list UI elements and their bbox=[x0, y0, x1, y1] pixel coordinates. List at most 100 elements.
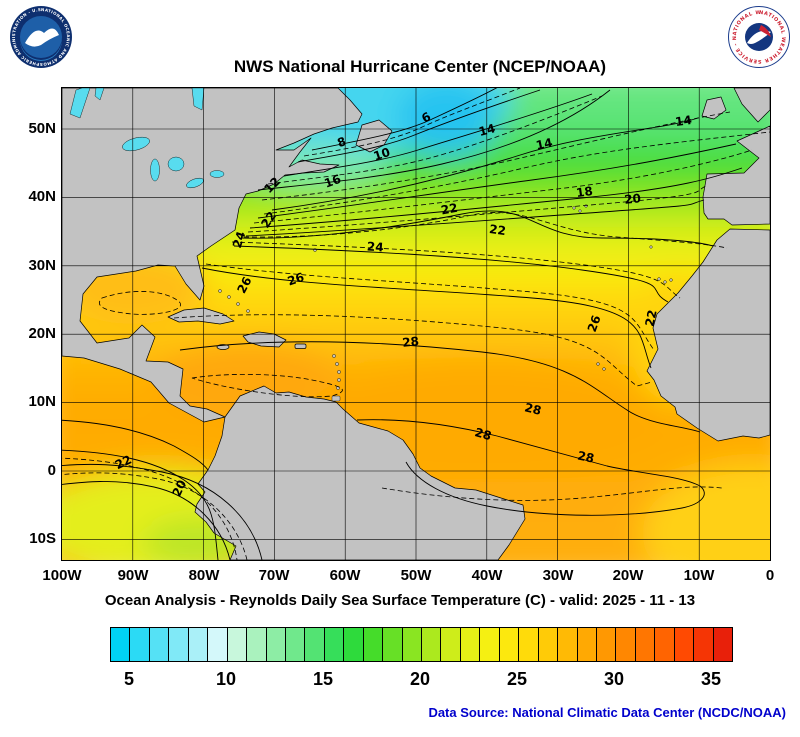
lat-axis-label: 10S bbox=[29, 530, 56, 547]
colorbar bbox=[110, 627, 733, 662]
newfoundland bbox=[355, 119, 393, 153]
colorbar-tick-label: 10 bbox=[215, 669, 237, 689]
contour-label: 20 bbox=[170, 478, 190, 499]
bahamas bbox=[218, 289, 250, 313]
colorbar-cell bbox=[363, 628, 384, 661]
sst-map-canvas: 6 8 10 12 14 14 14 16 18 20 22 22 22 24 … bbox=[62, 88, 770, 560]
lake-huron bbox=[167, 156, 185, 172]
lon-axis-label: 10W bbox=[683, 567, 715, 584]
contour-label: 22 bbox=[643, 309, 660, 328]
colorbar-cell bbox=[674, 628, 695, 661]
contour-label: 20 bbox=[624, 191, 642, 207]
lon-axis-label: 20W bbox=[612, 567, 644, 584]
colorbar-cell bbox=[305, 628, 325, 661]
lon-axis-label: 90W bbox=[117, 567, 149, 584]
britain bbox=[733, 88, 770, 123]
lat-axis-label: 10N bbox=[28, 393, 56, 410]
james-bay bbox=[191, 88, 205, 111]
contour-label: 24 bbox=[366, 239, 384, 254]
page-title: NWS National Hurricane Center (NCEP/NOAA… bbox=[233, 57, 607, 76]
lon-axis-label: 40W bbox=[471, 567, 503, 584]
contour-labels: 6 8 10 12 14 14 14 16 18 20 22 22 22 24 … bbox=[113, 109, 693, 499]
colorbar-tick-label: 25 bbox=[506, 669, 528, 689]
colorbar-cell bbox=[577, 628, 597, 661]
colorbar-tick-label: 20 bbox=[409, 669, 431, 689]
contour-label: 28 bbox=[402, 334, 420, 350]
puerto-rico bbox=[294, 343, 307, 349]
colorbar-cell bbox=[480, 628, 500, 661]
lake-winnipeg bbox=[69, 88, 91, 119]
colorbar-cell bbox=[558, 628, 578, 661]
colorbar-cell bbox=[324, 628, 345, 661]
lat-axis-label: 50N bbox=[28, 120, 56, 137]
colorbar-cell bbox=[460, 628, 481, 661]
lesser-antilles bbox=[331, 354, 341, 402]
lon-axis-label: 70W bbox=[258, 567, 290, 584]
lon-axis-label: 0 bbox=[765, 567, 775, 584]
colorbar-cell bbox=[227, 628, 248, 661]
colorbar-tick-label: 5 bbox=[123, 669, 134, 689]
contours-solid bbox=[62, 88, 743, 560]
contour-label: 26 bbox=[234, 274, 254, 295]
lon-axis-label: 50W bbox=[400, 567, 432, 584]
contour-label: 22 bbox=[488, 222, 506, 238]
lat-axis-label: 0 bbox=[47, 462, 56, 479]
map-caption: Ocean Analysis - Reynolds Daily Sea Surf… bbox=[104, 592, 696, 609]
contour-label: 10 bbox=[372, 145, 392, 163]
cape-verde bbox=[596, 362, 606, 371]
contour-label: 16 bbox=[322, 172, 342, 191]
madeira bbox=[649, 245, 653, 249]
colorbar-cell bbox=[383, 628, 403, 661]
lakes bbox=[69, 88, 225, 189]
colorbar-cell bbox=[208, 628, 228, 661]
canary-islands bbox=[657, 277, 673, 284]
colorbar-cell bbox=[713, 628, 732, 661]
contour-label: 26 bbox=[585, 313, 604, 333]
colorbar-cell bbox=[266, 628, 286, 661]
contour-label: 28 bbox=[473, 425, 493, 443]
colorbar-cell bbox=[149, 628, 170, 661]
land bbox=[62, 88, 770, 560]
contour-label: 18 bbox=[575, 184, 593, 200]
hudson-bay bbox=[94, 88, 105, 101]
nws-red-wedge-icon bbox=[759, 25, 771, 37]
gridlines bbox=[62, 88, 770, 560]
colorbar-cell bbox=[499, 628, 520, 661]
contour-label: 28 bbox=[576, 449, 595, 466]
lon-axis-label: 60W bbox=[329, 567, 361, 584]
colorbar-cell bbox=[247, 628, 267, 661]
south-america bbox=[194, 385, 526, 560]
colorbar-cell bbox=[111, 628, 131, 661]
contour-label: 22 bbox=[113, 453, 134, 473]
contour-label: 24 bbox=[230, 230, 248, 250]
lake-michigan bbox=[150, 158, 160, 182]
lat-axis-label: 30N bbox=[28, 257, 56, 274]
colorbar-tick-label: 35 bbox=[700, 669, 722, 689]
colorbar-tick-label: 30 bbox=[603, 669, 625, 689]
lat-axis-label: 20N bbox=[28, 325, 56, 342]
sst-map: 6 8 10 12 14 14 14 16 18 20 22 22 22 24 … bbox=[61, 87, 771, 561]
north-america bbox=[62, 88, 363, 423]
data-source-text: Data Source: National Climatic Data Cent… bbox=[428, 705, 786, 720]
contour-label: 14 bbox=[535, 136, 554, 153]
contour-label: 26 bbox=[286, 270, 306, 288]
colorbar-cell bbox=[441, 628, 461, 661]
colorbar-tick-label: 15 bbox=[312, 669, 334, 689]
contour-label: 22 bbox=[440, 201, 459, 218]
colorbar-cell bbox=[422, 628, 442, 661]
colorbar-cell bbox=[519, 628, 539, 661]
colorbar-cell bbox=[169, 628, 189, 661]
nws-swoosh-icon bbox=[747, 30, 771, 44]
colorbar-cell bbox=[402, 628, 422, 661]
colorbar-cell bbox=[694, 628, 714, 661]
lon-axis-label: 100W bbox=[42, 567, 82, 584]
lon-axis-label: 30W bbox=[542, 567, 574, 584]
colorbar-cell bbox=[596, 628, 617, 661]
europe-iberia bbox=[702, 125, 770, 226]
colorbar-cell bbox=[344, 628, 364, 661]
contours-dashed bbox=[62, 88, 770, 560]
colorbar-cell bbox=[538, 628, 559, 661]
noaa-logo: NATIONAL OCEANIC AND ATMOSPHERIC ADMINIS… bbox=[10, 6, 72, 68]
contour-label: 28 bbox=[523, 400, 543, 418]
nws-logo: NATIONAL WEATHER SERVICE - NATIONAL WEAT… bbox=[728, 6, 790, 68]
